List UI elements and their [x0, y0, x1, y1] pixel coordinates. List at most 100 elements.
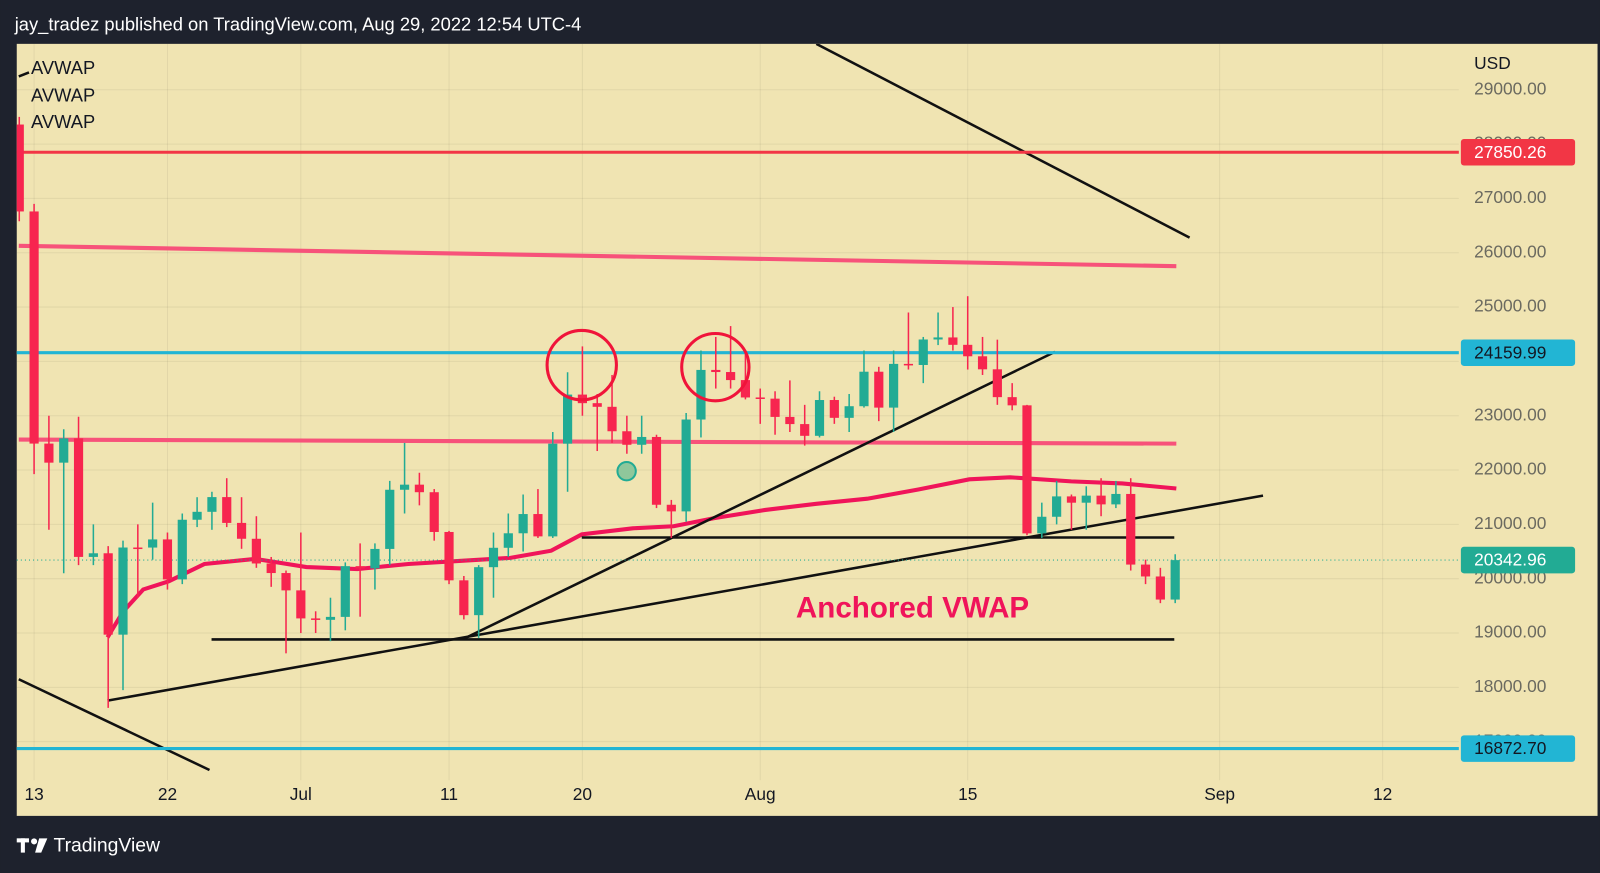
candle-body [399, 484, 410, 490]
footer: TradingView [53, 835, 161, 857]
y-tick-label: 23000.00 [1474, 404, 1546, 424]
candle-body [622, 431, 632, 445]
x-tick-label: Jul [290, 784, 312, 804]
trend-line [463, 350, 1056, 640]
x-tick-label: Aug [745, 784, 776, 804]
candle-body [370, 548, 380, 569]
candle-body [29, 211, 39, 444]
candle-body [1096, 495, 1106, 505]
trend-line [107, 494, 1264, 702]
currency: USD [1474, 53, 1511, 73]
circle [680, 331, 751, 403]
trend-line [18, 678, 211, 772]
candle-body [16, 124, 24, 212]
candle-body [533, 514, 543, 537]
candle-body [459, 580, 469, 616]
candle-body [977, 356, 988, 370]
last-price-label: 20342.96 [1474, 550, 1546, 570]
avwap-line [105, 475, 1177, 639]
candle-body [562, 394, 573, 444]
price-level-label: 27850.26 [1474, 142, 1546, 162]
price-level-label: 24159.99 [1474, 342, 1546, 362]
candle-body [340, 566, 350, 617]
candle-body [1155, 576, 1165, 600]
candle-body [118, 547, 128, 635]
x-tick-label: 20 [573, 784, 592, 804]
candle-body [192, 511, 202, 520]
candle-body [385, 489, 395, 549]
candle-body [726, 372, 736, 381]
candle-body [785, 416, 795, 425]
candle-body [73, 438, 84, 557]
candle-body [88, 553, 98, 557]
y-tick-label: 29000.00 [1474, 78, 1546, 98]
candle-body [770, 398, 780, 417]
candle-body [266, 563, 276, 574]
candle-body [503, 533, 513, 548]
candle-body [829, 400, 839, 418]
candle-body [1022, 405, 1032, 534]
candle-body [592, 403, 602, 407]
y-tick-label: 18000.00 [1474, 676, 1546, 696]
candle-body [711, 369, 721, 373]
candle-body [177, 519, 187, 580]
legend-stub [18, 71, 30, 78]
logo [16, 838, 48, 853]
x-tick-label: 13 [24, 784, 43, 804]
candle-body [1081, 495, 1091, 503]
candle-body [148, 539, 158, 548]
candle-body [963, 344, 973, 357]
annotation: Anchored VWAP [796, 592, 1029, 625]
legend-entry: AVWAP [31, 85, 95, 106]
candle-body [800, 424, 810, 436]
avwap-line [18, 243, 1177, 269]
candle-body [429, 492, 439, 532]
candle-body [414, 484, 424, 493]
candle-body [637, 436, 647, 445]
candle-body [859, 371, 869, 407]
x-tick-label: Sep [1204, 784, 1235, 804]
candle-body [474, 567, 484, 616]
circle [545, 328, 618, 402]
candle-body [548, 443, 558, 537]
trend-line [815, 43, 1191, 239]
candle-body [281, 573, 291, 591]
y-tick-label: 25000.00 [1474, 296, 1546, 316]
candle-body [1052, 496, 1062, 517]
candle-body [918, 339, 928, 365]
candle-body [874, 371, 884, 408]
candle-body [651, 436, 662, 505]
candle-body [222, 497, 232, 523]
candle-body [296, 590, 306, 619]
candle-body [311, 618, 321, 620]
candle-body [814, 400, 825, 436]
candle-body [1140, 564, 1151, 577]
marker [616, 460, 637, 482]
candle-body [903, 363, 914, 366]
logo-part [35, 838, 48, 853]
candle-body [1007, 397, 1017, 406]
candle-body [889, 363, 899, 408]
candle-body [607, 406, 617, 432]
candle-body [933, 337, 943, 340]
candle-body [666, 504, 676, 512]
x-tick-label: 22 [158, 784, 177, 804]
candle-body [755, 397, 765, 399]
candle-body [1126, 493, 1136, 565]
candle-body [1066, 496, 1077, 503]
candle-body [1170, 560, 1180, 600]
price-level-badge [1460, 138, 1576, 166]
candle-body [325, 616, 336, 620]
last-price-badge [1460, 546, 1576, 574]
y-tick-label: 21000.00 [1474, 513, 1546, 533]
candle-body [518, 514, 528, 534]
highlights [545, 328, 751, 403]
header: jay_tradez published on TradingView.com,… [14, 13, 582, 35]
candle-body [740, 380, 751, 398]
x-tick-label: 11 [440, 784, 458, 804]
candle-body [103, 553, 113, 635]
candle-body [844, 406, 854, 418]
candle-body [133, 547, 143, 550]
price-level-badge [1460, 339, 1576, 366]
